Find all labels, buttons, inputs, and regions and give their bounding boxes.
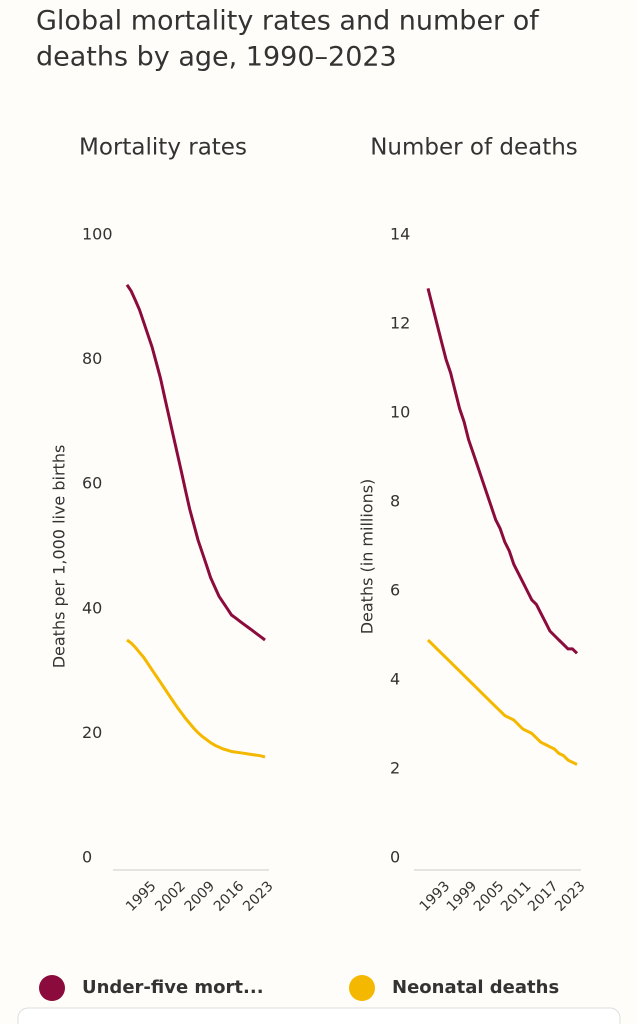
x-tick-label: 2023 xyxy=(552,878,589,915)
x-tick-label: 2011 xyxy=(498,878,535,915)
legend-label: Under-five mort... xyxy=(82,977,264,998)
y-axis-label: Deaths per 1,000 live births xyxy=(50,445,69,669)
title: Global mortality rates and number of xyxy=(36,6,540,37)
y-tick-label: 100 xyxy=(82,225,113,244)
y-tick-label: 4 xyxy=(390,670,400,689)
line xyxy=(126,638,266,759)
line xyxy=(125,283,266,642)
x-tick-label: 2005 xyxy=(471,878,508,915)
x-tick-label: 1993 xyxy=(417,878,454,915)
y-tick-label: 14 xyxy=(390,225,410,244)
legend-marker xyxy=(349,975,375,1001)
line xyxy=(426,638,578,766)
x-tick-label: 2017 xyxy=(525,878,562,915)
y-tick-label: 0 xyxy=(82,848,92,867)
y-tick-label: 80 xyxy=(82,349,102,368)
legend-marker xyxy=(39,975,65,1001)
y-tick-label: 2 xyxy=(390,759,400,778)
y-tick-label: 8 xyxy=(390,492,400,511)
y-tick-label: 6 xyxy=(390,581,400,600)
x-tick-label: 2016 xyxy=(211,878,248,915)
y-tick-label: 10 xyxy=(390,403,410,422)
y-tick-label: 60 xyxy=(82,474,102,493)
title: deaths by age, 1990–2023 xyxy=(36,42,397,73)
x-tick-label: 1995 xyxy=(123,878,160,915)
panel-title: Mortality rates xyxy=(79,135,247,161)
legend-label: Neonatal deaths xyxy=(392,977,559,998)
x-tick-label: 2009 xyxy=(182,878,219,915)
y-axis-label: Deaths (in millions) xyxy=(358,479,377,635)
y-tick-label: 12 xyxy=(390,314,410,333)
x-tick-label: 2002 xyxy=(152,878,189,915)
panel-box xyxy=(17,1007,621,1024)
y-tick-label: 40 xyxy=(82,598,102,617)
line xyxy=(426,288,579,655)
x-tick-label: 2023 xyxy=(240,878,277,915)
panel-title: Number of deaths xyxy=(370,135,578,161)
y-tick-label: 0 xyxy=(390,848,400,867)
x-tick-label: 1999 xyxy=(444,878,481,915)
y-tick-label: 20 xyxy=(82,723,102,742)
